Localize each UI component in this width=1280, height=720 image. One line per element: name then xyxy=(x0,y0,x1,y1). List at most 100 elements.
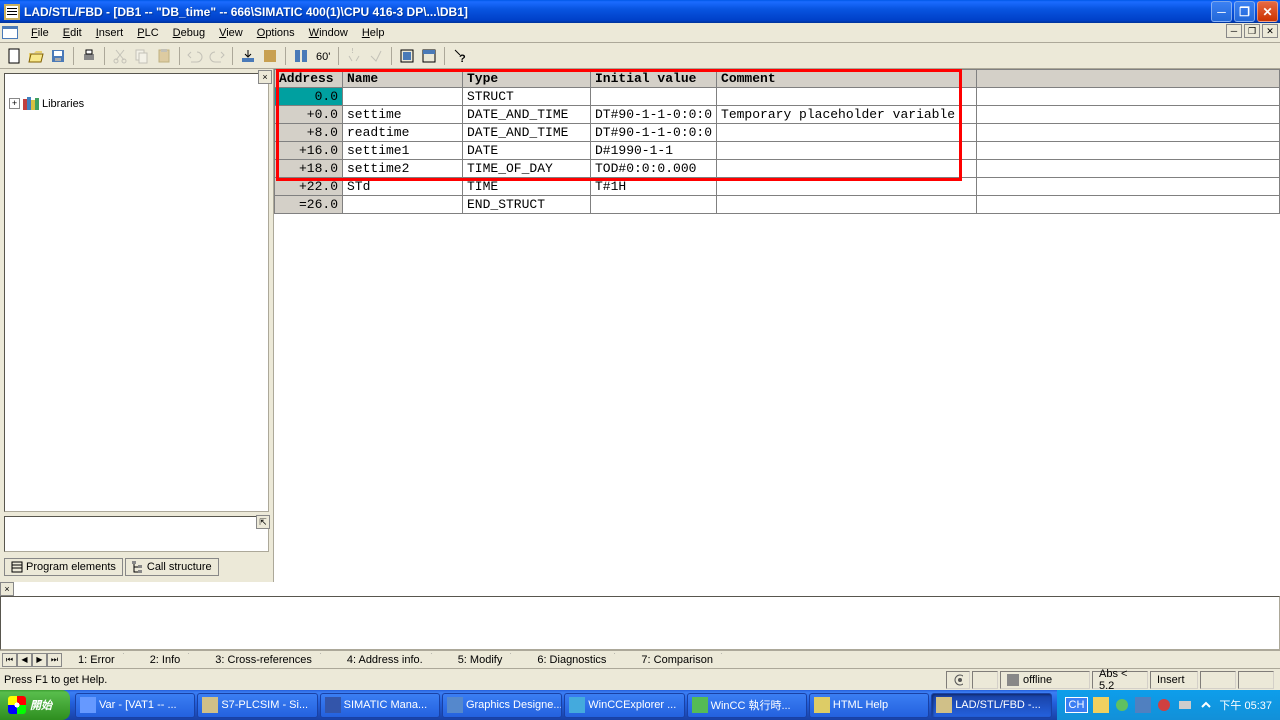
system-tray[interactable]: CH 下午 05:37 xyxy=(1057,690,1280,720)
cell-type[interactable]: DATE_AND_TIME xyxy=(463,106,591,124)
taskbar-item[interactable]: S7-PLCSIM - Si... xyxy=(197,693,317,718)
menu-window[interactable]: Window xyxy=(302,25,355,41)
col-type[interactable]: Type xyxy=(463,70,591,88)
cell-name[interactable]: readtime xyxy=(343,124,463,142)
mdi-restore-button[interactable]: ❐ xyxy=(1244,24,1260,38)
tree-item-libraries[interactable]: + Libraries xyxy=(9,96,264,111)
nav-last[interactable]: ⏭ xyxy=(47,653,62,667)
col-initial[interactable]: Initial value xyxy=(591,70,717,88)
col-address[interactable]: Address xyxy=(275,70,343,88)
download-button[interactable] xyxy=(238,46,258,66)
menu-help[interactable]: Help xyxy=(355,25,392,41)
menu-plc[interactable]: PLC xyxy=(130,25,165,41)
col-name[interactable]: Name xyxy=(343,70,463,88)
table-row[interactable]: +8.0 readtime DATE_AND_TIME DT#90-1-1-0:… xyxy=(275,124,1280,142)
cell-name[interactable] xyxy=(343,88,463,106)
tray-clock[interactable]: 下午 05:37 xyxy=(1219,697,1272,713)
cell-initial[interactable]: D#1990-1-1 xyxy=(591,142,717,160)
msg-tab[interactable]: 7: Comparison xyxy=(633,653,722,667)
table-row[interactable]: 0.0 STRUCT xyxy=(275,88,1280,106)
menu-insert[interactable]: Insert xyxy=(89,25,131,41)
nav-prev[interactable]: ◀ xyxy=(17,653,32,667)
mdi-close-button[interactable]: ✕ xyxy=(1262,24,1278,38)
menu-options[interactable]: Options xyxy=(250,25,302,41)
cell-address[interactable]: +18.0 xyxy=(275,160,343,178)
msg-tab[interactable]: 2: Info xyxy=(142,653,190,667)
tab-call-structure[interactable]: Call structure xyxy=(125,558,219,576)
taskbar-item[interactable]: Var - [VAT1 -- ... xyxy=(75,693,195,718)
msg-tab[interactable]: 6: Diagnostics xyxy=(529,653,615,667)
tree-expand-icon[interactable]: + xyxy=(9,98,20,109)
nav-first[interactable]: ⏮ xyxy=(2,653,17,667)
table-row[interactable]: +0.0 settime DATE_AND_TIME DT#90-1-1-0:0… xyxy=(275,106,1280,124)
table-row[interactable]: +22.0 STd TIME T#1H xyxy=(275,178,1280,196)
cell-initial[interactable]: T#1H xyxy=(591,178,717,196)
mdi-minimize-button[interactable]: ─ xyxy=(1226,24,1242,38)
tray-icon-1[interactable] xyxy=(1093,697,1109,713)
msg-close-button[interactable]: × xyxy=(0,582,14,596)
save-button[interactable] xyxy=(48,46,68,66)
start-button[interactable]: 開始 xyxy=(0,690,70,720)
cell-name[interactable]: settime1 xyxy=(343,142,463,160)
tray-icon-3[interactable] xyxy=(1135,697,1151,713)
menu-view[interactable]: View xyxy=(212,25,250,41)
menu-file[interactable]: File xyxy=(24,25,56,41)
new-button[interactable] xyxy=(4,46,24,66)
taskbar-item[interactable]: Graphics Designe... xyxy=(442,693,562,718)
menu-edit[interactable]: Edit xyxy=(56,25,89,41)
cell-type[interactable]: STRUCT xyxy=(463,88,591,106)
table-row[interactable]: =26.0 END_STRUCT xyxy=(275,196,1280,214)
col-comment[interactable]: Comment xyxy=(717,70,977,88)
cell-name[interactable]: settime xyxy=(343,106,463,124)
cell-initial[interactable] xyxy=(591,196,717,214)
tb-btn-f[interactable] xyxy=(419,46,439,66)
cell-initial[interactable] xyxy=(591,88,717,106)
msg-tab[interactable]: 1: Error xyxy=(70,653,124,667)
cell-type[interactable]: TIME xyxy=(463,178,591,196)
cell-type[interactable]: TIME_OF_DAY xyxy=(463,160,591,178)
table-row[interactable]: +16.0 settime1 DATE D#1990-1-1 xyxy=(275,142,1280,160)
msg-tab[interactable]: 5: Modify xyxy=(450,653,512,667)
open-button[interactable] xyxy=(26,46,46,66)
taskbar-item[interactable]: LAD/STL/FBD -... xyxy=(931,693,1051,718)
cell-address[interactable]: =26.0 xyxy=(275,196,343,214)
help-button[interactable]: ? xyxy=(450,46,470,66)
taskbar-item[interactable]: HTML Help xyxy=(809,693,929,718)
cell-address[interactable]: +0.0 xyxy=(275,106,343,124)
cell-name[interactable]: STd xyxy=(343,178,463,196)
msg-tab[interactable]: 3: Cross-references xyxy=(207,653,321,667)
cell-type[interactable]: DATE_AND_TIME xyxy=(463,124,591,142)
tb-btn-b[interactable] xyxy=(291,46,311,66)
tb-btn-e[interactable] xyxy=(397,46,417,66)
cell-comment[interactable] xyxy=(717,196,977,214)
cell-comment[interactable] xyxy=(717,178,977,196)
cell-address[interactable]: 0.0 xyxy=(275,88,343,106)
menu-debug[interactable]: Debug xyxy=(166,25,212,41)
lang-indicator[interactable]: CH xyxy=(1065,697,1089,713)
db-table[interactable]: Address Name Type Initial value Comment … xyxy=(274,69,1280,214)
cell-address[interactable]: +22.0 xyxy=(275,178,343,196)
tree-close-button[interactable]: × xyxy=(258,70,272,84)
cell-initial[interactable]: TOD#0:0:0.000 xyxy=(591,160,717,178)
cell-comment[interactable]: Temporary placeholder variable xyxy=(717,106,977,124)
taskbar-item[interactable]: SIMATIC Mana... xyxy=(320,693,440,718)
cell-name[interactable] xyxy=(343,196,463,214)
cell-type[interactable]: END_STRUCT xyxy=(463,196,591,214)
print-button[interactable] xyxy=(79,46,99,66)
tray-icon-4[interactable] xyxy=(1156,697,1172,713)
tb-btn-a[interactable] xyxy=(260,46,280,66)
restore-button[interactable]: ❐ xyxy=(1234,1,1255,22)
nav-next[interactable]: ▶ xyxy=(32,653,47,667)
cell-address[interactable]: +16.0 xyxy=(275,142,343,160)
cell-initial[interactable]: DT#90-1-1-0:0:0 xyxy=(591,124,717,142)
taskbar-item[interactable]: WinCC 執行時... xyxy=(687,693,807,718)
msg-tab[interactable]: 4: Address info. xyxy=(339,653,432,667)
monitor-button[interactable]: 60' xyxy=(313,46,333,66)
tab-program-elements[interactable]: Program elements xyxy=(4,558,123,576)
cell-address[interactable]: +8.0 xyxy=(275,124,343,142)
tray-icon-2[interactable] xyxy=(1114,697,1130,713)
close-button[interactable]: ✕ xyxy=(1257,1,1278,22)
cell-comment[interactable] xyxy=(717,88,977,106)
minimize-button[interactable]: ─ xyxy=(1211,1,1232,22)
taskbar-item[interactable]: WinCCExplorer ... xyxy=(564,693,684,718)
